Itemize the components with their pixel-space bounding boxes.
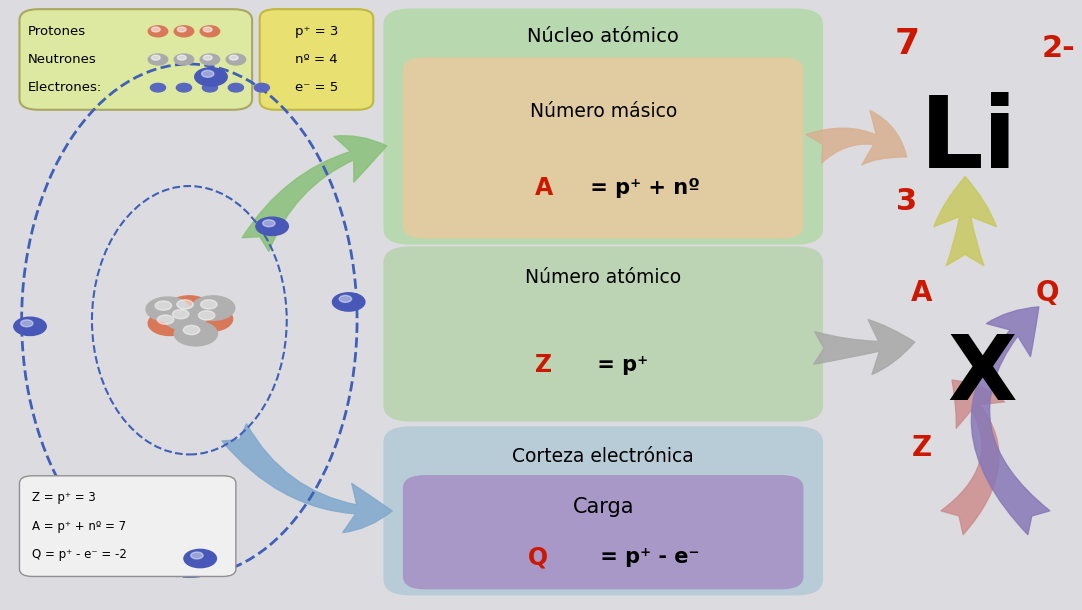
Circle shape: [340, 295, 352, 303]
Circle shape: [168, 296, 211, 320]
FancyBboxPatch shape: [384, 9, 822, 244]
Circle shape: [174, 54, 194, 65]
Text: Electrones:: Electrones:: [28, 81, 103, 94]
Circle shape: [174, 321, 217, 346]
Text: e⁻ = 5: e⁻ = 5: [295, 81, 338, 94]
FancyBboxPatch shape: [19, 476, 236, 576]
Text: A: A: [911, 279, 933, 307]
Text: Z: Z: [912, 434, 932, 462]
Circle shape: [151, 27, 160, 32]
Text: = p⁺: = p⁺: [591, 355, 648, 375]
Text: Número másico: Número másico: [529, 102, 677, 121]
FancyBboxPatch shape: [404, 476, 803, 589]
Text: Corteza electrónica: Corteza electrónica: [513, 447, 694, 466]
Text: Z: Z: [536, 353, 552, 377]
Circle shape: [146, 297, 189, 321]
Circle shape: [202, 84, 217, 92]
Circle shape: [148, 26, 168, 37]
Text: nº = 4: nº = 4: [295, 53, 338, 66]
Circle shape: [254, 84, 269, 92]
Circle shape: [176, 84, 192, 92]
Text: Q: Q: [528, 545, 549, 569]
Text: Carga: Carga: [572, 497, 634, 517]
Circle shape: [183, 325, 200, 335]
Circle shape: [200, 300, 217, 309]
Text: Protones: Protones: [28, 25, 87, 38]
FancyBboxPatch shape: [384, 427, 822, 595]
Circle shape: [229, 55, 238, 60]
Circle shape: [228, 84, 243, 92]
FancyBboxPatch shape: [19, 9, 252, 110]
Circle shape: [201, 70, 214, 77]
FancyBboxPatch shape: [384, 247, 822, 421]
Circle shape: [200, 26, 220, 37]
Circle shape: [226, 54, 246, 65]
Circle shape: [190, 552, 203, 559]
Text: Núcleo atómico: Núcleo atómico: [527, 27, 679, 46]
Circle shape: [155, 301, 172, 310]
Text: 3: 3: [896, 187, 918, 216]
Text: Li: Li: [920, 92, 1017, 189]
Circle shape: [157, 315, 174, 325]
Circle shape: [148, 311, 192, 336]
Circle shape: [184, 550, 216, 568]
Text: Q: Q: [1035, 279, 1059, 307]
FancyBboxPatch shape: [260, 9, 373, 110]
Text: Neutrones: Neutrones: [28, 53, 97, 66]
Text: = p⁺ + nº: = p⁺ + nº: [582, 178, 700, 198]
Text: A = p⁺ + nº = 7: A = p⁺ + nº = 7: [32, 520, 127, 533]
Circle shape: [203, 27, 212, 32]
Circle shape: [151, 55, 160, 60]
Circle shape: [198, 310, 215, 320]
Circle shape: [255, 217, 288, 235]
Circle shape: [203, 55, 212, 60]
Circle shape: [163, 306, 207, 330]
Text: Número atómico: Número atómico: [525, 268, 682, 287]
Text: 7: 7: [894, 27, 920, 62]
Text: p⁺ = 3: p⁺ = 3: [294, 25, 339, 38]
Circle shape: [263, 220, 275, 227]
Text: X: X: [948, 331, 1017, 419]
Circle shape: [150, 84, 166, 92]
Circle shape: [21, 320, 32, 327]
Text: 2-: 2-: [1041, 34, 1076, 63]
Circle shape: [332, 293, 365, 311]
Text: Q = p⁺ - e⁻ = -2: Q = p⁺ - e⁻ = -2: [32, 548, 128, 561]
Circle shape: [176, 300, 194, 309]
Circle shape: [195, 68, 227, 86]
Circle shape: [200, 54, 220, 65]
Text: A: A: [535, 176, 553, 199]
Text: = p⁺ - e⁻: = p⁺ - e⁻: [593, 547, 700, 567]
Circle shape: [177, 27, 186, 32]
Circle shape: [192, 296, 235, 320]
Circle shape: [177, 55, 186, 60]
Circle shape: [148, 54, 168, 65]
Circle shape: [174, 26, 194, 37]
Text: Z = p⁺ = 3: Z = p⁺ = 3: [32, 492, 96, 504]
Circle shape: [172, 309, 189, 319]
Circle shape: [14, 317, 47, 336]
Circle shape: [189, 307, 233, 331]
FancyBboxPatch shape: [404, 58, 803, 238]
